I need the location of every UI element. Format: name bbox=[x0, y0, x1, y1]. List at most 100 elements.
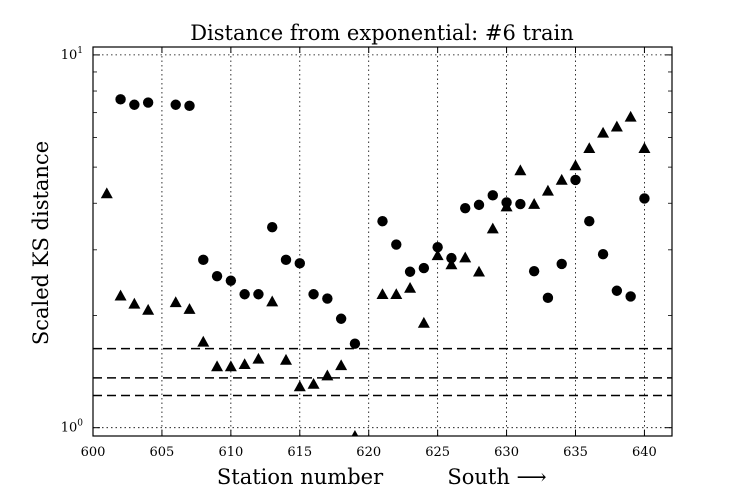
triangle-point bbox=[555, 173, 568, 185]
circle-point bbox=[515, 198, 526, 210]
circle-point bbox=[142, 97, 154, 108]
circle-point bbox=[170, 99, 181, 110]
triangle-point bbox=[335, 359, 348, 371]
circle-point bbox=[625, 291, 636, 302]
circle-point bbox=[308, 289, 319, 300]
circle-point bbox=[129, 99, 140, 110]
x-tick-label: 640 bbox=[632, 445, 657, 460]
y-axis-title: Scaled KS distance bbox=[29, 141, 53, 345]
triangle-point bbox=[473, 265, 485, 277]
triangle-point bbox=[100, 187, 113, 199]
circle-point bbox=[115, 94, 126, 105]
triangle-point bbox=[624, 110, 637, 122]
triangle-point bbox=[169, 296, 182, 308]
triangle-point bbox=[459, 251, 472, 263]
circle-point bbox=[542, 292, 554, 304]
triangle-point bbox=[486, 222, 499, 234]
circle-point bbox=[349, 338, 361, 349]
x-axis-direction-label: South ⟶ bbox=[447, 465, 546, 489]
circle-point bbox=[418, 262, 430, 274]
circle-point bbox=[253, 289, 264, 300]
y-tick-label: 101 bbox=[61, 46, 83, 63]
triangle-point bbox=[266, 295, 279, 307]
x-axis-title: Station number bbox=[217, 465, 384, 489]
triangle-point bbox=[211, 360, 224, 372]
triangle-point bbox=[528, 198, 541, 209]
x-tick-label: 610 bbox=[218, 445, 243, 460]
triangle-point bbox=[597, 126, 610, 138]
triangle-point bbox=[541, 184, 554, 196]
chart-title: Distance from exponential: #6 train bbox=[190, 21, 574, 45]
triangle-point bbox=[183, 303, 196, 314]
reference-lines bbox=[93, 347, 672, 397]
triangle-point bbox=[569, 159, 582, 171]
triangle-point bbox=[321, 369, 334, 381]
y-tick-label-exponent: 0 bbox=[77, 419, 83, 429]
triangle-point bbox=[610, 120, 623, 132]
triangle-point bbox=[514, 164, 527, 176]
circle-point bbox=[584, 216, 595, 227]
circle-point bbox=[639, 193, 650, 204]
triangle-point bbox=[583, 142, 596, 153]
plot-frame bbox=[92, 46, 673, 437]
x-tick-label: 620 bbox=[356, 445, 381, 460]
triangle-point bbox=[351, 430, 359, 436]
circle-point bbox=[556, 258, 567, 270]
y-tick-label-base: 10 bbox=[61, 421, 78, 436]
circle-point bbox=[211, 270, 223, 282]
circle-point bbox=[391, 239, 402, 250]
triangle-point bbox=[128, 297, 141, 309]
x-tick-label: 600 bbox=[81, 445, 106, 460]
triangle-point bbox=[638, 142, 651, 153]
triangle-point bbox=[500, 200, 513, 212]
triangle-point bbox=[238, 358, 251, 370]
circle-point bbox=[239, 289, 250, 300]
triangle-point bbox=[293, 380, 306, 392]
triangle-point bbox=[197, 335, 210, 347]
triangle-point bbox=[224, 360, 237, 372]
triangle-point bbox=[445, 258, 458, 270]
triangle-point bbox=[417, 316, 430, 328]
circle-point bbox=[335, 313, 347, 324]
circle-point bbox=[225, 275, 237, 286]
circle-point bbox=[597, 249, 609, 260]
circle-point bbox=[446, 252, 457, 264]
circle-point bbox=[280, 254, 292, 266]
triangle-point bbox=[404, 281, 417, 293]
y-tick-label: 100 bbox=[61, 419, 84, 436]
circle-point bbox=[432, 241, 443, 253]
data-points bbox=[100, 94, 651, 436]
circle-point bbox=[528, 265, 540, 277]
circle-point bbox=[198, 254, 209, 266]
triangle-point bbox=[142, 303, 155, 315]
x-tick-label: 625 bbox=[425, 445, 450, 460]
triangle-point bbox=[280, 353, 292, 365]
x-tick-label: 630 bbox=[494, 445, 519, 460]
x-tick-label: 635 bbox=[563, 445, 588, 460]
circle-point bbox=[377, 216, 388, 227]
circle-point bbox=[473, 199, 485, 211]
circle-point bbox=[322, 293, 333, 304]
circle-point bbox=[460, 202, 471, 214]
triangle-point bbox=[114, 289, 127, 301]
y-tick-label-exponent: 1 bbox=[77, 46, 83, 56]
x-tick-label: 605 bbox=[150, 445, 175, 460]
triangle-point bbox=[431, 249, 444, 261]
triangle-point bbox=[252, 352, 265, 364]
circle-point bbox=[267, 221, 278, 233]
circle-point bbox=[184, 100, 195, 112]
triangle-point bbox=[390, 288, 403, 300]
circle-point bbox=[294, 258, 305, 269]
circle-point bbox=[611, 285, 623, 296]
circle-point bbox=[570, 174, 581, 186]
triangle-point bbox=[307, 377, 320, 389]
y-tick-label-base: 10 bbox=[61, 48, 78, 63]
x-tick-label: 615 bbox=[287, 445, 312, 460]
circle-point bbox=[487, 190, 498, 201]
triangle-point bbox=[376, 288, 389, 300]
circle-point bbox=[404, 266, 416, 277]
